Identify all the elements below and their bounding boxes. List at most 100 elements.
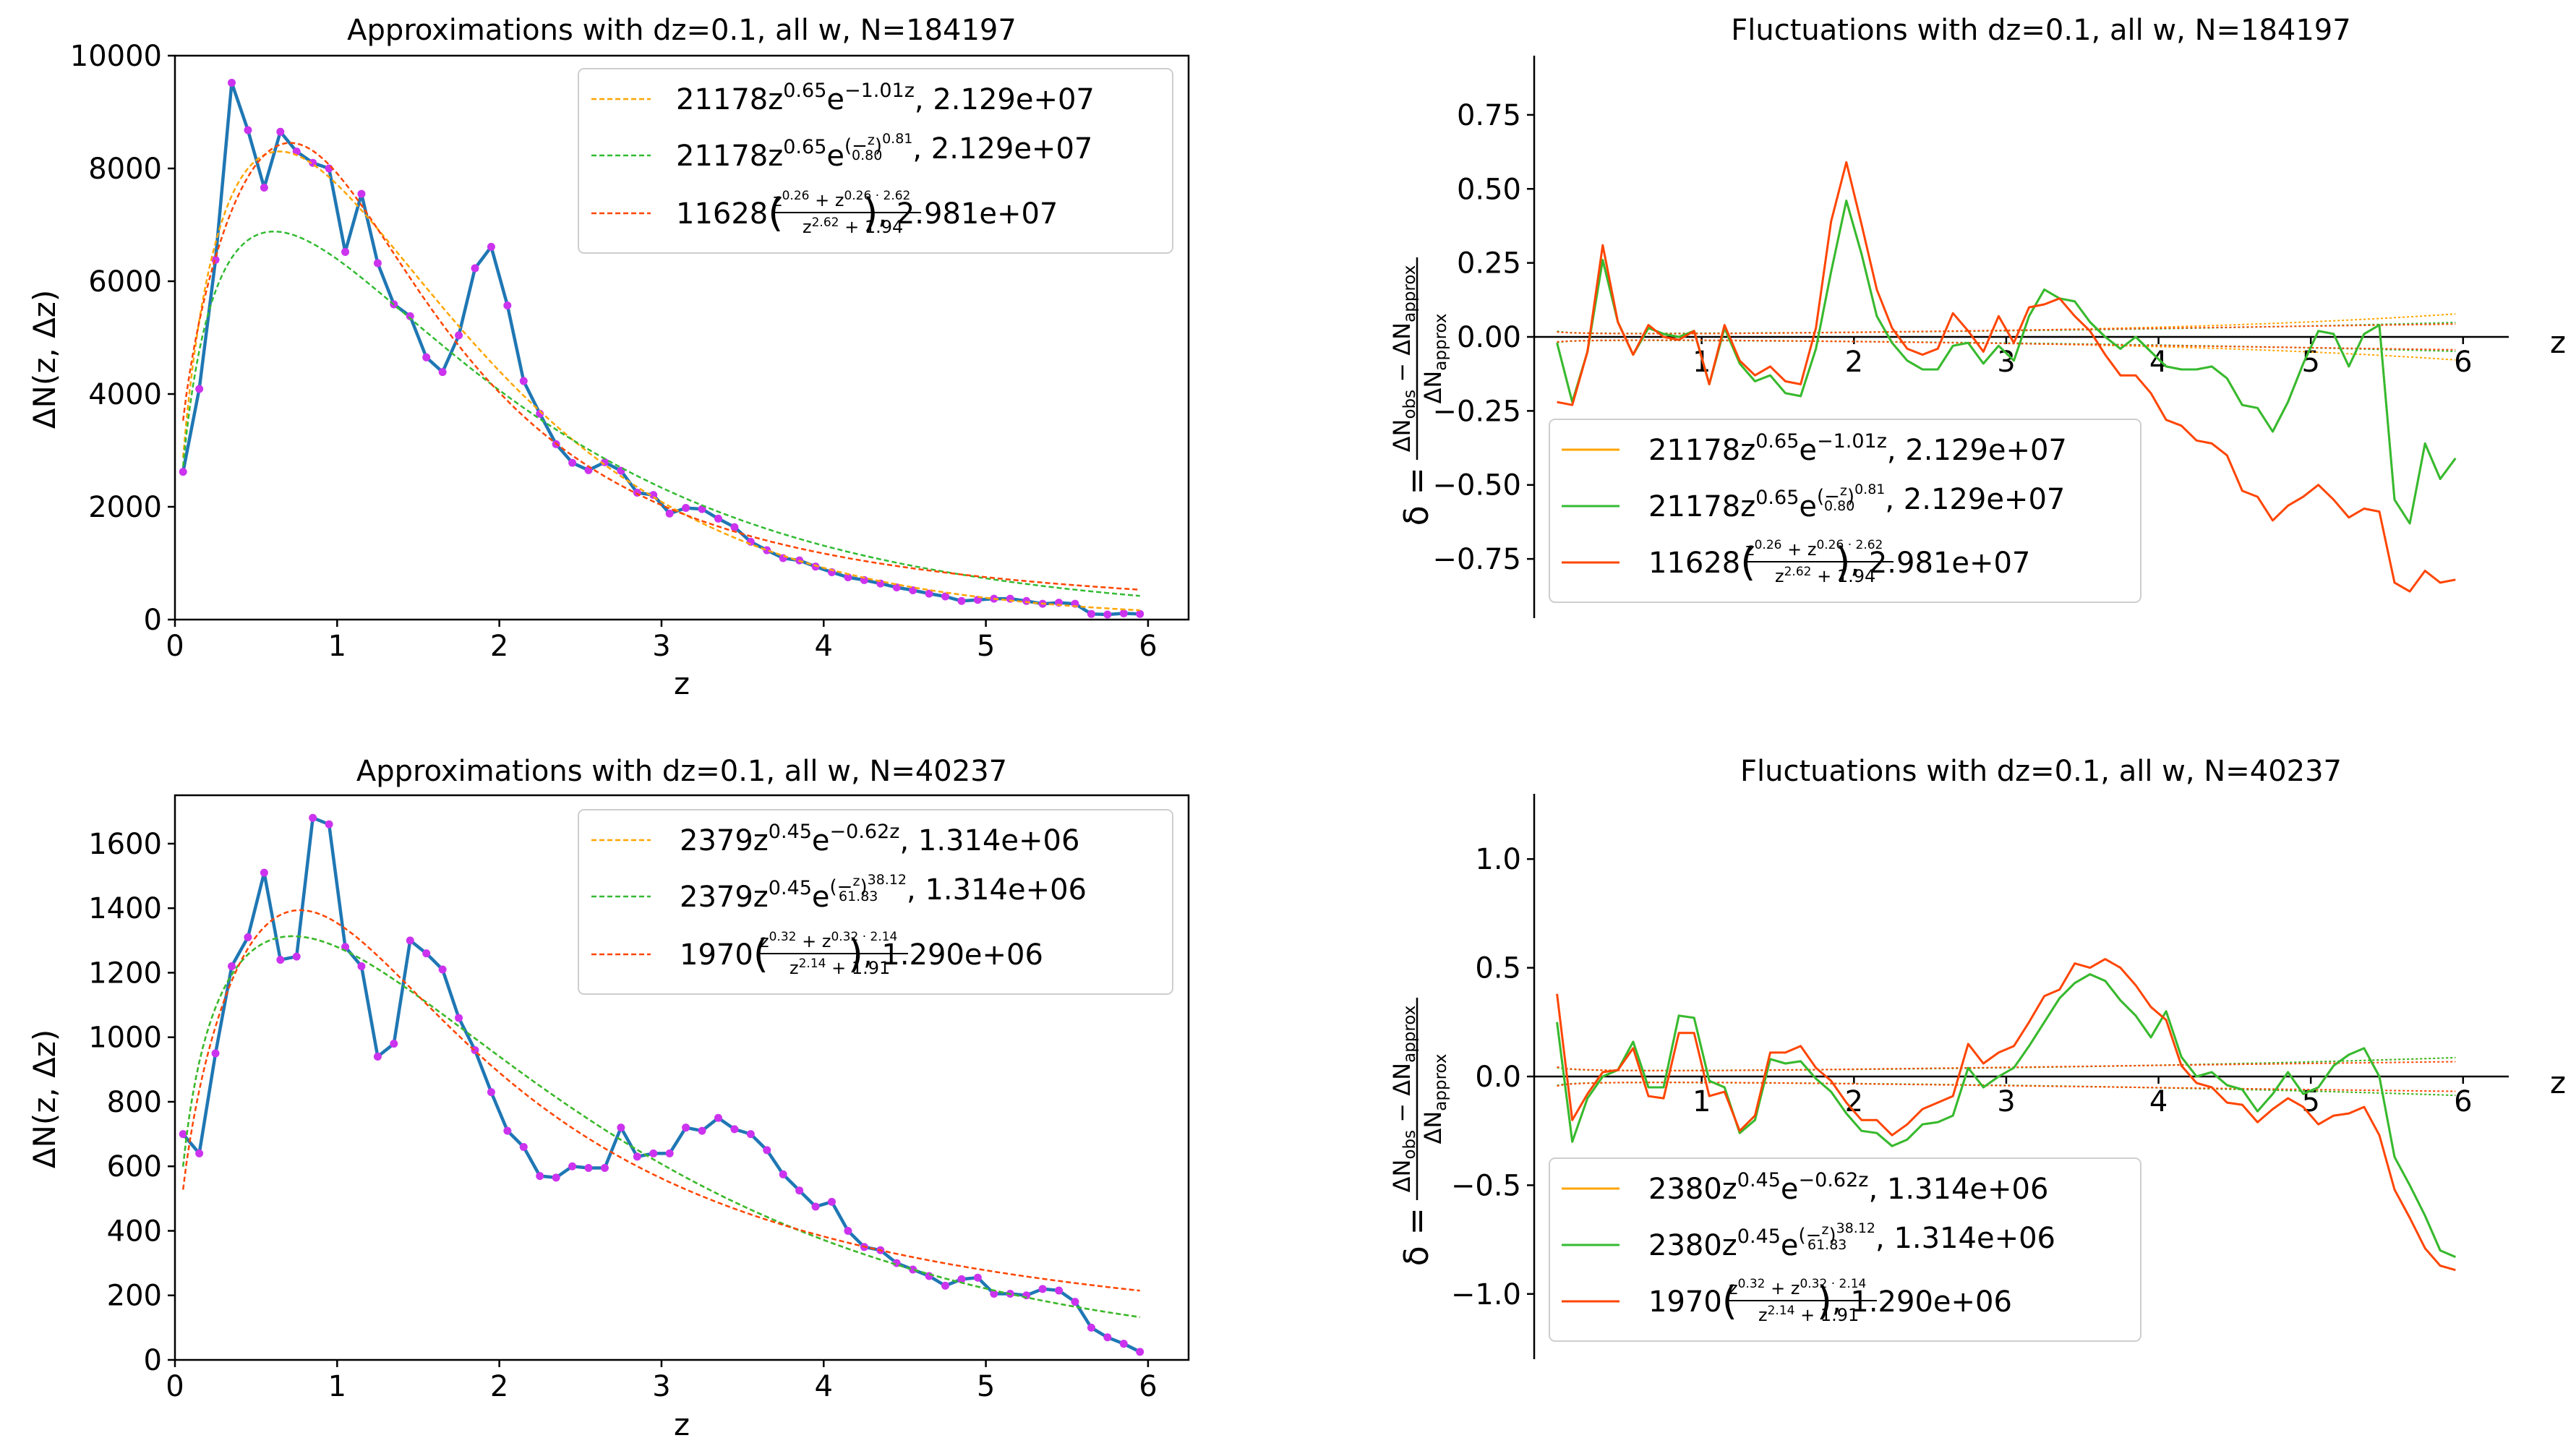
data-point: [228, 962, 236, 971]
ytick-label: 400: [107, 1215, 162, 1248]
fit-curve-fit2: [181, 935, 1140, 1319]
data-point: [746, 537, 755, 546]
xtick-label: 5: [977, 1370, 995, 1403]
data-point: [682, 1123, 690, 1132]
y-axis-label-denominator: ΔNapprox: [1419, 313, 1450, 403]
ytick-label: −0.5: [1451, 1169, 1521, 1202]
data-point: [1055, 1286, 1064, 1295]
y-axis-label-denominator: ΔNapprox: [1419, 1053, 1450, 1144]
data-point: [390, 1040, 398, 1048]
data-point: [633, 1152, 641, 1161]
data-point: [941, 592, 950, 601]
ytick-label: 10000: [70, 40, 162, 73]
data-point: [665, 509, 674, 518]
legend-fit2-denominator: 61.83: [839, 889, 878, 904]
ytick-label: 0.75: [1457, 99, 1521, 132]
data-point: [649, 1149, 658, 1157]
data-point: [211, 1049, 220, 1058]
legend-box: [1549, 1157, 2141, 1342]
data-point: [973, 1273, 982, 1282]
data-point: [779, 1170, 787, 1178]
chart-title: Approximations with dz=0.1, all w, N=184…: [347, 14, 1017, 47]
xtick-label: 0: [166, 630, 184, 663]
y-axis-label: ΔN(z, Δz): [27, 1030, 62, 1168]
legend-label-fit2: 21178z0.65e(−z)0.81, 2.129e+07: [1648, 481, 2065, 523]
legend-label-fit3: 1970(), 1.290e+06: [680, 931, 1043, 977]
legend-fit2-denominator: 0.80: [1824, 498, 1854, 514]
data-point: [195, 1149, 204, 1157]
legend: 2380z0.45e−0.62z, 1.314e+06 2380z0.45e(−…: [1549, 1157, 2141, 1342]
xtick-label: 2: [1845, 346, 1863, 379]
ytick-label: 1000: [88, 1022, 162, 1055]
y-axis-label-delta: δ =: [1397, 467, 1436, 526]
data-point: [811, 562, 820, 571]
ytick-label: 1600: [88, 828, 162, 861]
data-point: [844, 573, 852, 581]
legend-fit3-denominator: z2.14 + 1.91: [1758, 1304, 1859, 1325]
ytick-label: −0.75: [1432, 543, 1521, 576]
ytick-label: −1.0: [1451, 1278, 1521, 1311]
data-point: [763, 1146, 771, 1155]
ytick-label: 0.25: [1457, 247, 1521, 281]
xtick-label: 5: [977, 630, 995, 663]
data-point: [698, 505, 706, 513]
legend-label-fit3: 11628(), 2.981e+07: [1648, 539, 2030, 585]
ytick-label: 2000: [88, 491, 162, 524]
data-point: [195, 385, 204, 393]
xtick-label: 6: [2454, 346, 2472, 379]
plot-area: [179, 78, 1144, 619]
panel-approx-2: Approximations with dz=0.1, all w, N=402…: [27, 755, 1190, 1442]
ytick-label: 200: [107, 1280, 162, 1313]
data-point: [292, 952, 301, 961]
y-axis-label: δ = ΔNobs − ΔNapprox ΔNapprox: [1388, 998, 1450, 1266]
fit-curve-fit2: [181, 230, 1140, 597]
fit-curve-fit3: [181, 909, 1140, 1292]
data-point: [503, 1126, 512, 1135]
xtick-label: 6: [1139, 1370, 1157, 1403]
legend-label-fit2: 21178z0.65e(−z)0.81, 2.129e+07: [676, 131, 1092, 173]
data-point: [373, 1052, 382, 1061]
data-point: [503, 301, 512, 310]
x-axis-label: z: [674, 1407, 690, 1442]
xtick-labels: 0 1 2 3 4 5 6: [166, 620, 1158, 663]
data-point: [1119, 609, 1128, 617]
xtick-label: 2: [490, 1370, 508, 1403]
data-point: [584, 1163, 593, 1172]
data-point: [617, 1123, 625, 1132]
data-point: [244, 126, 252, 134]
data-point: [179, 468, 187, 476]
y-axis-label-numerator: ΔNobs − ΔNapprox: [1388, 1006, 1419, 1193]
legend-box: [578, 809, 1173, 995]
data-point: [665, 1149, 674, 1157]
band-band_fit3-upper: [1557, 1061, 2456, 1071]
axes-frame: [174, 794, 1190, 1361]
legend-label-fit1: 2379z0.45e−0.62z, 1.314e+06: [680, 821, 1079, 857]
data-point: [568, 1162, 577, 1170]
data-point: [746, 1130, 755, 1139]
legend-fit3-numerator: z0.32 + z0.32 · 2.14: [760, 930, 897, 951]
legend-label-fit2: 2380z0.45e(−z)38.12, 1.314e+06: [1648, 1220, 2055, 1262]
data-point: [455, 331, 463, 340]
data-point: [179, 1130, 187, 1139]
panel-fluct-2: Fluctuations with dz=0.1, all w, N=40237…: [1388, 755, 2566, 1359]
data-point: [244, 933, 252, 941]
data-point: [373, 259, 382, 267]
data-point: [260, 184, 268, 192]
data-point: [892, 1259, 901, 1267]
panel-fluct-1: Fluctuations with dz=0.1, all w, N=18419…: [1388, 14, 2566, 618]
xtick-label: 1: [1693, 346, 1711, 379]
plot-area: [1533, 794, 2509, 1359]
data-point: [568, 458, 577, 467]
data-point: [406, 312, 414, 320]
ytick-labels: 0 2000 4000 6000 8000 10000: [70, 40, 175, 637]
x-axis-label: z: [674, 666, 690, 701]
data-point: [909, 1265, 917, 1274]
legend-label-fit3: 11628(), 2.981e+07: [676, 190, 1058, 236]
data-point: [309, 813, 317, 822]
data-point: [422, 949, 431, 958]
legend-label-fit1: 21178z0.65e−1.01z, 2.129e+07: [676, 80, 1095, 116]
fluctuation-line-fit3: [1557, 160, 2456, 593]
data-point: [487, 1088, 495, 1097]
data-point: [276, 127, 285, 136]
